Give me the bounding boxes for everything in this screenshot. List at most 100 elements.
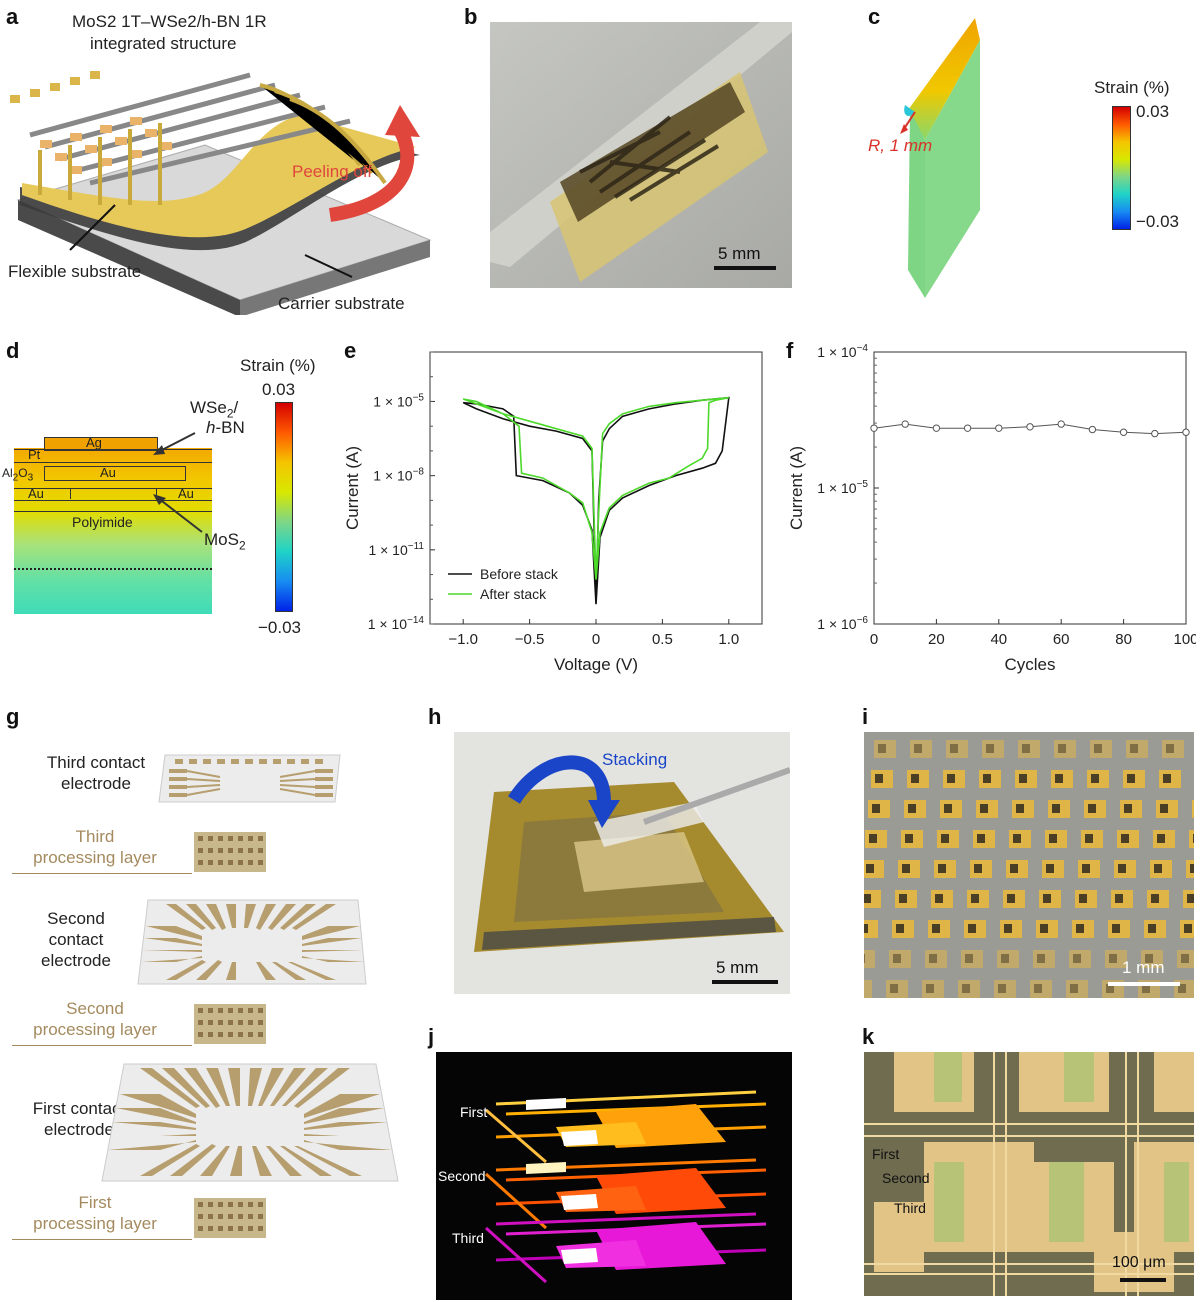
- chart-e-xtick-label: −0.5: [515, 631, 545, 648]
- layer-first-label-j: First: [460, 1104, 488, 1120]
- chart-e-xlabel: Voltage (V): [554, 655, 638, 674]
- device-channel: [998, 984, 1006, 993]
- scale-bar-i: [1108, 982, 1180, 986]
- first-contact-electrode-illustration: [101, 1063, 399, 1182]
- chart-f-point: [1182, 428, 1190, 436]
- device-channel: [1010, 864, 1018, 873]
- panel-label-i: i: [862, 704, 869, 729]
- device-channel: [914, 744, 922, 753]
- layer-au-left-label: Au: [28, 486, 44, 501]
- device-channel: [1034, 984, 1042, 993]
- device-channel: [929, 954, 937, 963]
- layer-au-right-label: Au: [178, 486, 194, 501]
- device-channel: [1070, 984, 1078, 993]
- layer-pt-label: Pt: [28, 447, 41, 462]
- device-channel: [911, 774, 919, 783]
- device-channel: [1130, 744, 1138, 753]
- device-channel: [947, 774, 955, 783]
- device-channel: [1163, 774, 1171, 783]
- device-channel: [1181, 954, 1189, 963]
- colorbar-c: [1112, 106, 1131, 230]
- panel-label-f: f: [786, 338, 794, 363]
- device-channel: [1127, 774, 1135, 783]
- device-channel: [1118, 864, 1126, 873]
- device-channel: [1148, 924, 1156, 933]
- layer-second-label-k: Second: [882, 1170, 930, 1186]
- strain-title-c: Strain (%): [1094, 78, 1170, 97]
- device-channel: [974, 864, 982, 873]
- stacking-label: Stacking: [602, 750, 668, 769]
- chart-f-ytick-label: 1 × 10−5: [817, 479, 868, 496]
- chart-e-xtick-label: 0.5: [652, 631, 673, 648]
- colorbar-d-min: −0.03: [258, 618, 302, 637]
- second-processing-layer-illustration: [194, 1004, 266, 1044]
- panel-label-b: b: [464, 4, 478, 29]
- third-contact-electrode-illustration: [158, 754, 341, 803]
- chart-e-series-line: [462, 396, 729, 580]
- device-channel: [1157, 834, 1165, 843]
- device-channel: [1013, 834, 1021, 843]
- device-channel: [968, 924, 976, 933]
- device-channel: [1109, 954, 1117, 963]
- device-channel: [1049, 834, 1057, 843]
- panel-k-micrograph: First Second Third 100 μm: [864, 1052, 1194, 1296]
- device-channel: [1112, 924, 1120, 933]
- panel-label-k: k: [862, 1024, 875, 1049]
- device-channel: [890, 984, 898, 993]
- panel-i-photo: 1 mm: [864, 732, 1194, 998]
- device-channel: [1076, 924, 1084, 933]
- device-channel: [941, 834, 949, 843]
- device-channel: [1166, 744, 1174, 753]
- device-channel: [908, 804, 916, 813]
- first-processing-label: First processing layer: [33, 1193, 157, 1233]
- second-contact-electrode-illustration: [137, 899, 367, 985]
- chart-f-point: [1151, 429, 1159, 438]
- panel-a-device-illustration: Peeling off: [10, 71, 432, 315]
- chart-e-ytick-label: 1 × 10−8: [373, 467, 424, 484]
- device-channel: [1040, 924, 1048, 933]
- cycles-chart: 0 20 40 60 80 100 1 × 10−4 1 × 10−5 1 × 10−6 Cycl…: [787, 343, 1196, 674]
- device-channel: [1019, 774, 1027, 783]
- chart-f-point: [1057, 420, 1065, 428]
- mos2-label: MoS2: [204, 530, 246, 553]
- device-channel: [926, 984, 934, 993]
- device-channel: [1016, 804, 1024, 813]
- device-channel: [1052, 804, 1060, 813]
- device-channel: [1004, 924, 1012, 933]
- panel-label-h: h: [428, 704, 442, 729]
- chart-f-frame: [873, 351, 1187, 625]
- device-channel: [1073, 954, 1081, 963]
- scale-bar-b: [714, 266, 776, 270]
- device-pad: [1189, 830, 1194, 848]
- device-channel: [965, 954, 973, 963]
- device-channel: [902, 864, 910, 873]
- device-channel: [1193, 834, 1194, 843]
- chart-f-point: [1026, 423, 1034, 431]
- chart-f-xtick-label: 20: [928, 631, 945, 648]
- panel-j-fluorescence-image: First Second Third: [436, 1052, 792, 1300]
- device-channel: [872, 804, 880, 813]
- second-processing-label: Second processing layer: [33, 999, 157, 1039]
- layer-au-bottom: [14, 488, 212, 501]
- chart-f-xlabel: Cycles: [1004, 655, 1055, 674]
- device-channel: [1124, 804, 1132, 813]
- scale-bar-k: [1120, 1278, 1166, 1282]
- device-channel: [1046, 864, 1054, 873]
- chart-f-point: [963, 424, 972, 432]
- colorbar-c-max: 0.03: [1136, 102, 1170, 121]
- device-channel: [1091, 774, 1099, 783]
- strain-title-d: Strain (%): [240, 356, 316, 375]
- layer-first-label-k: First: [872, 1146, 900, 1162]
- chart-e-legend-label: Before stack: [480, 566, 559, 582]
- chart-f-ytick-label: 1 × 10−4: [817, 343, 868, 360]
- device-channel: [1085, 834, 1093, 843]
- second-contact-label: Second contact electrode: [41, 909, 111, 970]
- chart-f-point: [932, 424, 941, 432]
- carrier-substrate-label: Carrier substrate: [278, 294, 405, 313]
- hbn-label: h-BN: [206, 418, 245, 437]
- colorbar-d-max: 0.03: [262, 380, 296, 399]
- chart-e-xtick-label: 1.0: [718, 631, 739, 648]
- device-channel: [950, 744, 958, 753]
- device-channel: [1082, 864, 1090, 873]
- third-processing-label: Third processing layer: [33, 827, 157, 867]
